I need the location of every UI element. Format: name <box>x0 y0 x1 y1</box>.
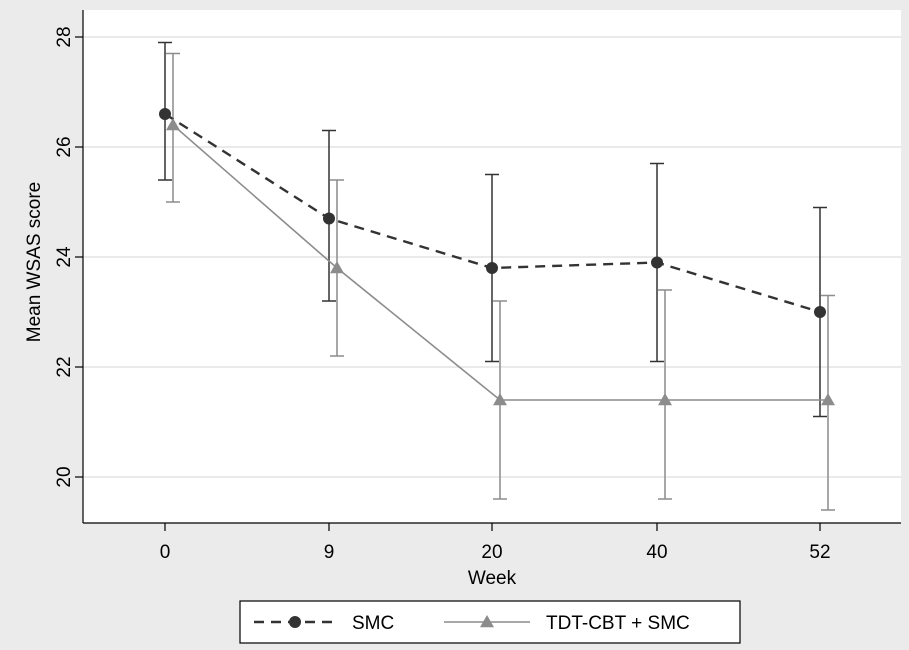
data-point <box>821 393 835 406</box>
data-point <box>658 393 672 406</box>
x-tick-label: 0 <box>160 542 171 563</box>
x-tick-label: 40 <box>646 542 667 563</box>
data-point <box>486 262 498 274</box>
data-point <box>814 306 826 318</box>
legend-label: TDT-CBT + SMC <box>546 613 690 634</box>
x-tick-label: 20 <box>481 542 502 563</box>
y-tick-label: 22 <box>54 356 75 377</box>
data-point <box>330 261 344 274</box>
data-markers <box>159 108 835 406</box>
data-point <box>493 393 507 406</box>
data-point <box>166 118 180 131</box>
x-tick-label: 52 <box>809 542 830 563</box>
legend-label: SMC <box>352 613 394 634</box>
legend-marker <box>480 615 494 628</box>
y-tick-label: 26 <box>54 136 75 157</box>
legend: SMC TDT-CBT + SMC <box>239 600 741 644</box>
data-point <box>651 256 663 269</box>
data-point <box>159 108 171 120</box>
data-point <box>323 212 335 225</box>
y-axis-label: Mean WSAS score <box>24 182 45 343</box>
y-tick-label: 28 <box>54 26 75 47</box>
x-axis-ticks: 0 9 20 40 52 <box>160 523 831 563</box>
x-tick-label: 9 <box>324 542 335 563</box>
x-axis-label: Week <box>468 568 517 589</box>
legend-marker <box>289 616 301 628</box>
y-tick-label: 24 <box>54 246 75 268</box>
y-tick-label: 20 <box>54 466 75 487</box>
y-axis-ticks: 20 22 24 26 28 <box>54 26 83 488</box>
